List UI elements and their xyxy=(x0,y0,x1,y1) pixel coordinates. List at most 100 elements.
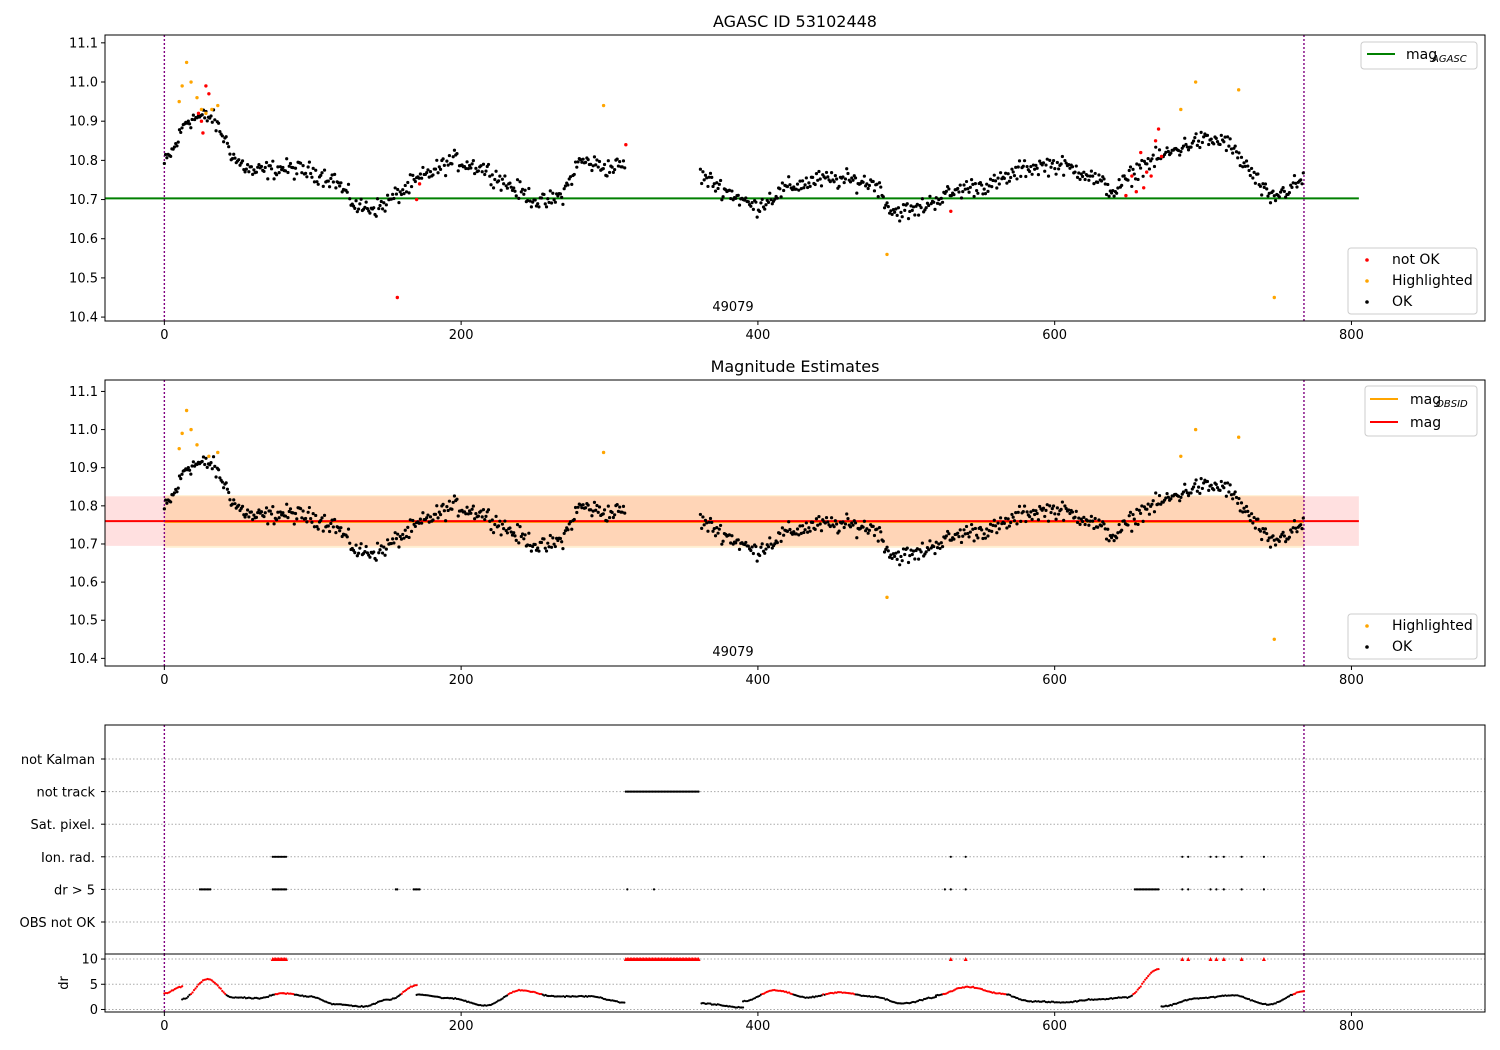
ok-point xyxy=(713,534,718,538)
ok-point xyxy=(992,173,996,177)
ok-point xyxy=(775,541,779,545)
highlighted-point xyxy=(180,431,184,436)
ok-point xyxy=(394,192,399,196)
ok-point xyxy=(1226,135,1230,139)
ok-point xyxy=(523,533,527,537)
ok-point xyxy=(986,189,990,193)
ok-point xyxy=(919,206,923,210)
dr-point xyxy=(197,983,200,986)
ok-point xyxy=(481,508,486,512)
ok-point xyxy=(1091,519,1095,523)
ok-point xyxy=(401,532,405,537)
ok-point xyxy=(933,551,937,556)
ok-point xyxy=(471,159,475,163)
ok-point xyxy=(707,175,711,179)
ok-point xyxy=(421,511,425,515)
ok-point xyxy=(1234,150,1239,154)
ok-point xyxy=(794,532,798,536)
ok-point xyxy=(800,524,805,528)
ok-point xyxy=(1154,145,1158,149)
ok-point xyxy=(958,528,962,532)
ok-point xyxy=(203,462,207,467)
ok-point xyxy=(901,547,906,551)
ok-point xyxy=(957,190,961,194)
ok-point xyxy=(734,196,738,201)
ok-point xyxy=(523,188,527,192)
ok-point xyxy=(300,171,304,175)
x-tick-label: 600 xyxy=(1042,328,1067,343)
ok-point xyxy=(967,190,971,194)
ok-point xyxy=(436,516,440,520)
ok-point xyxy=(526,543,530,547)
ok-point xyxy=(1241,165,1245,169)
ok-point xyxy=(705,176,709,180)
dr-point xyxy=(501,997,504,1000)
ok-point xyxy=(498,174,502,178)
ok-point xyxy=(1194,132,1198,136)
ok-point xyxy=(963,532,967,536)
ok-point xyxy=(720,542,724,546)
ok-point xyxy=(754,200,758,204)
ok-point xyxy=(611,170,615,174)
ok-point xyxy=(372,206,376,210)
ok-point xyxy=(956,186,960,191)
ok-point xyxy=(467,163,472,168)
ok-point xyxy=(818,522,822,526)
flag-point xyxy=(418,888,421,891)
ok-point xyxy=(968,530,972,534)
ok-point xyxy=(1292,173,1297,178)
ok-point xyxy=(445,505,449,509)
y-tick-label: 0 xyxy=(90,1003,98,1018)
ok-point xyxy=(848,180,853,184)
ok-point xyxy=(517,541,521,545)
ok-point xyxy=(787,175,791,179)
ok-point xyxy=(1157,493,1162,498)
ok-point xyxy=(1054,172,1058,176)
ok-point xyxy=(285,502,289,506)
ok-point xyxy=(469,166,473,170)
ok-point xyxy=(471,504,475,508)
ok-point xyxy=(597,159,602,164)
ok-point xyxy=(959,196,964,200)
ok-point xyxy=(383,209,387,213)
ok-point xyxy=(483,172,487,177)
ok-point xyxy=(576,160,580,164)
ok-point xyxy=(455,497,459,501)
legend-box xyxy=(1347,613,1478,660)
ok-point xyxy=(431,518,435,522)
ok-point xyxy=(1260,193,1264,197)
ok-point xyxy=(513,189,517,193)
ok-point xyxy=(465,160,469,164)
ok-point xyxy=(1120,528,1124,532)
ok-point xyxy=(964,524,969,529)
ok-point xyxy=(329,176,333,181)
ok-point xyxy=(481,162,486,166)
ok-point xyxy=(606,504,610,508)
ok-point xyxy=(1284,540,1288,544)
ok-point xyxy=(964,179,969,184)
ok-point xyxy=(1146,502,1150,506)
ok-point xyxy=(1290,530,1294,534)
ok-point xyxy=(486,162,491,167)
ok-point xyxy=(315,524,319,529)
ok-point xyxy=(1133,522,1138,526)
ok-point xyxy=(971,182,975,186)
ok-point xyxy=(331,525,335,529)
ok-point xyxy=(1147,167,1152,171)
ok-point xyxy=(903,208,907,212)
ok-point xyxy=(1253,181,1257,185)
ok-point xyxy=(1219,479,1223,484)
ok-point xyxy=(508,526,512,530)
dr-point xyxy=(400,992,403,995)
ok-point xyxy=(1033,512,1037,517)
ok-point xyxy=(476,514,481,518)
dr-point xyxy=(1147,975,1150,978)
ok-point xyxy=(191,113,195,117)
not-ok-point xyxy=(1156,127,1161,131)
y-tick-label: 11.1 xyxy=(69,385,98,400)
ok-point xyxy=(266,522,270,526)
legend-marker-highlighted xyxy=(1365,279,1369,283)
ok-point xyxy=(800,179,805,183)
dr-point xyxy=(1144,978,1147,981)
ok-point xyxy=(594,163,598,167)
